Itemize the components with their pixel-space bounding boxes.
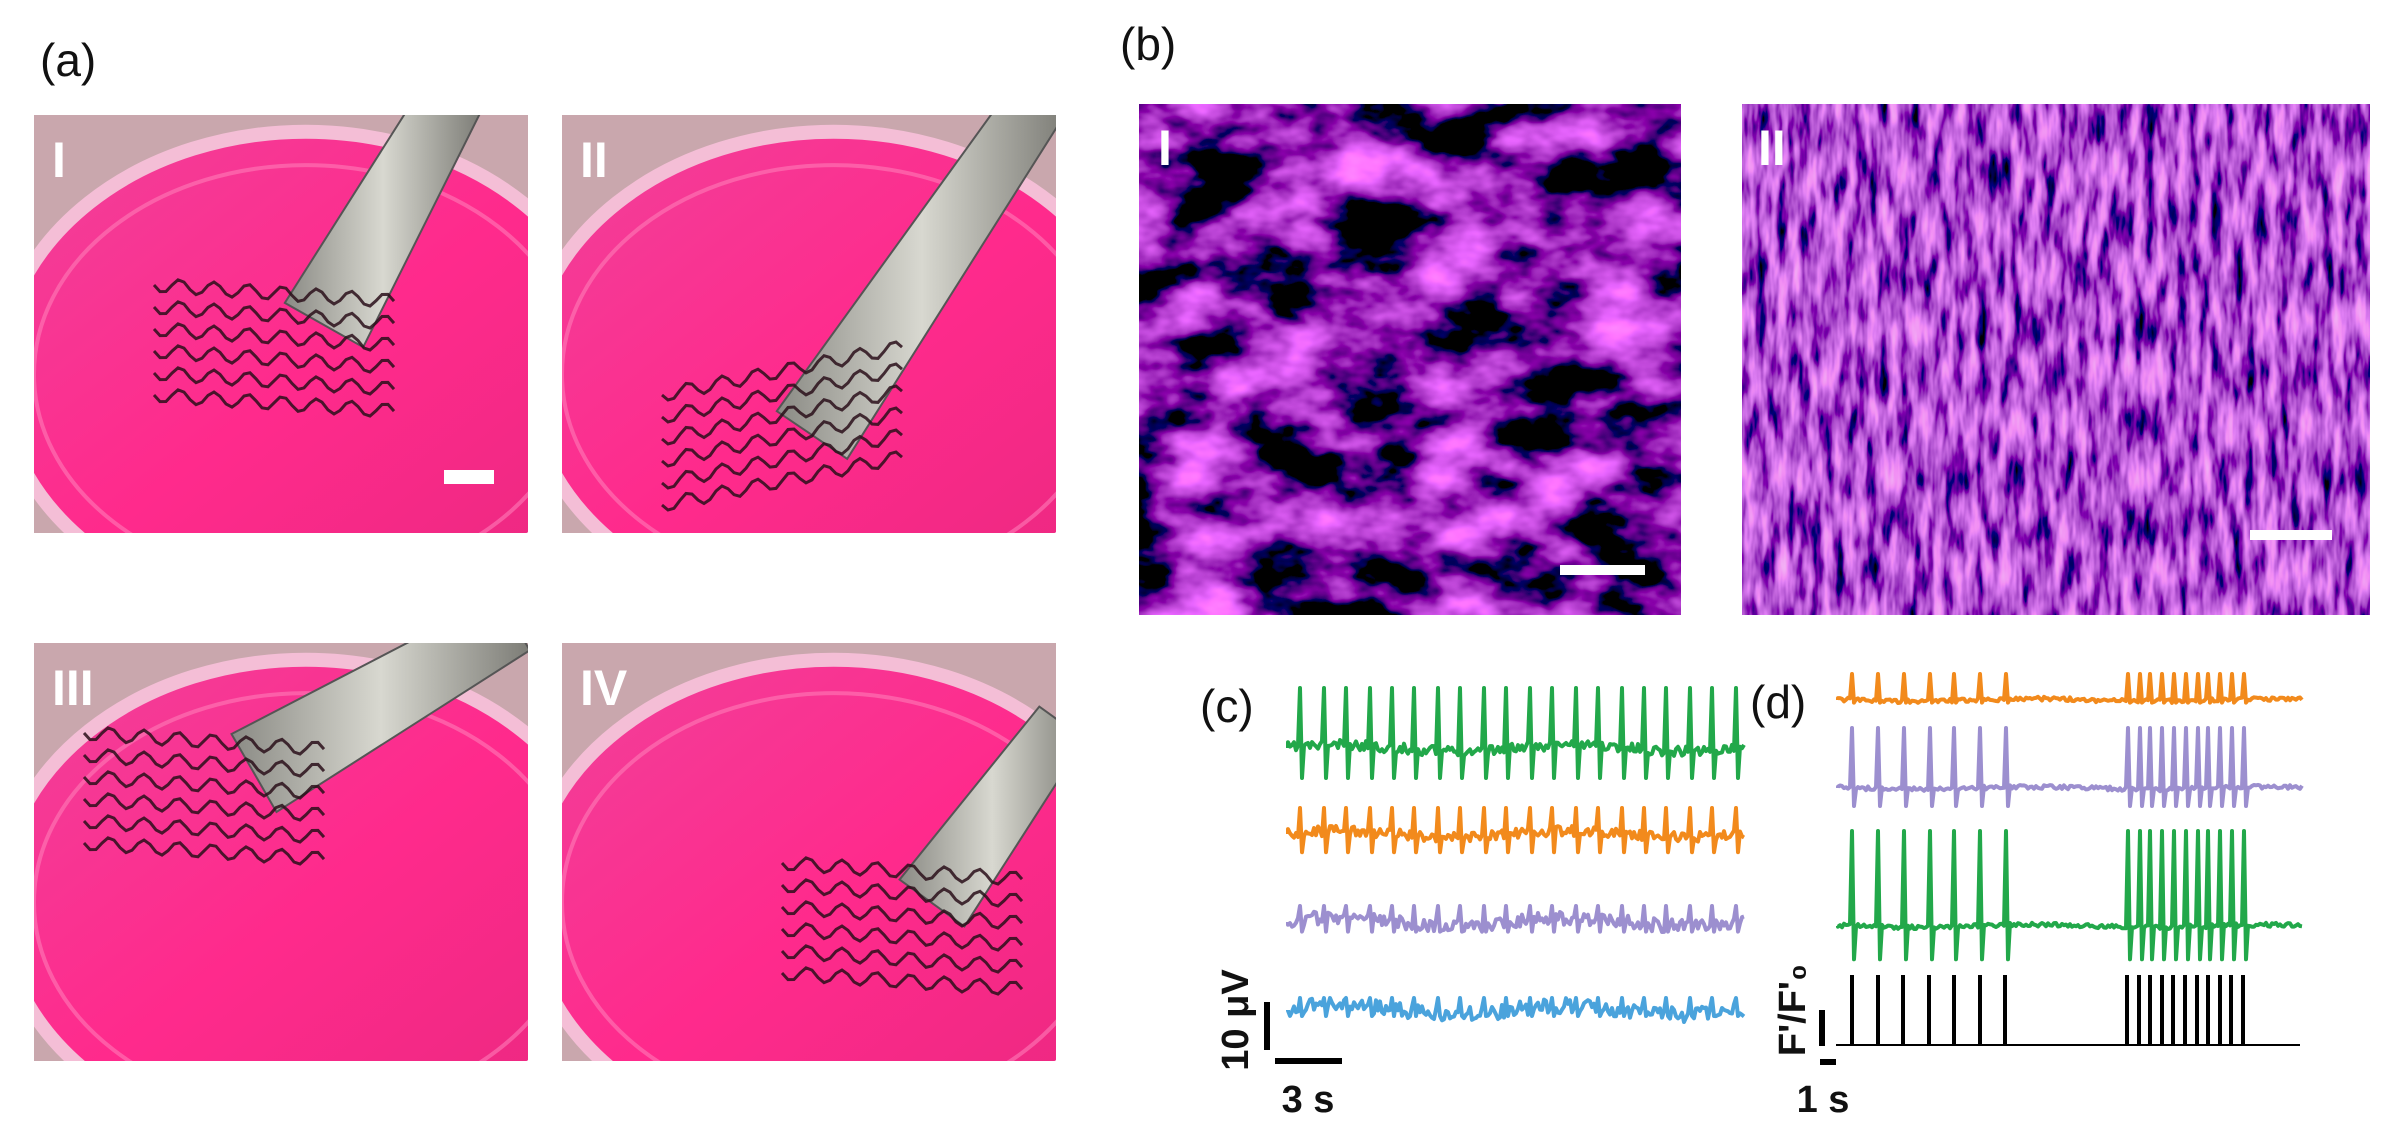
trace [1286,904,1745,934]
traces [1286,672,2304,1045]
trace [1286,806,1746,855]
dish [34,124,528,533]
electrode-mesh [152,322,396,352]
electrode-mesh [780,922,1024,952]
photo: I [34,115,528,533]
electrode-mesh [152,344,396,374]
scale-bar [1560,565,1645,575]
electrode-mesh [661,340,903,402]
dish-rim [34,691,528,1061]
panel-label: (d) [1750,676,1806,728]
dish-rim [562,691,1056,1061]
scale-label: F'/F'₀ [1772,964,1814,1056]
panel-label: (b) [1120,18,1176,70]
electrode-mesh [661,362,903,424]
image-label: II [580,132,608,188]
scale-label: 3 s [1282,1079,1335,1121]
trace [1836,672,2304,705]
scale-bar [2250,530,2332,540]
trace [1836,726,2304,808]
panel-label: (c) [1200,680,1254,732]
electrode-mesh [82,770,326,800]
micrograph: II [1742,104,2370,615]
image-label: II [1758,120,1786,176]
panel-label: (a) [40,34,96,86]
image-texture [1742,104,2370,615]
electrode-mesh [152,300,396,330]
scale-label: 1 s [1797,1079,1850,1121]
dish-rim [562,163,1056,533]
electrode-mesh [661,450,903,512]
image-label: I [1158,120,1172,176]
dish-rim [34,163,528,533]
electrode-mesh [661,384,903,446]
electrode-mesh [152,388,396,418]
photo: III [34,643,528,1061]
trace [1836,829,2303,962]
electrode-mesh [82,748,326,778]
electrode-mesh [780,856,1024,886]
image-label: III [52,660,94,716]
electrode-mesh [780,966,1024,996]
electrode-mesh [780,878,1024,908]
electrode-mesh [82,792,326,822]
micrograph: I [1139,104,1681,615]
trace [1286,686,1746,780]
scale-bar [444,470,494,484]
electrode-mesh [780,944,1024,974]
photo: II [562,115,1056,533]
electrode-mesh [661,428,903,490]
image-texture [1139,104,1681,615]
electrode-mesh [152,278,396,308]
electrode-mesh [82,836,326,866]
electrode-mesh [780,900,1024,930]
trace [1286,996,1746,1024]
spatula [775,115,1056,461]
electrode-mesh [82,814,326,844]
photo: IV [562,643,1056,1061]
scale-label: 10 μV [1215,969,1257,1071]
electrode-mesh [152,366,396,396]
image-label: I [52,132,66,188]
electrode-mesh [82,726,326,756]
electrode-mesh [661,406,903,468]
dish [34,652,528,1061]
image-label: IV [580,660,628,716]
